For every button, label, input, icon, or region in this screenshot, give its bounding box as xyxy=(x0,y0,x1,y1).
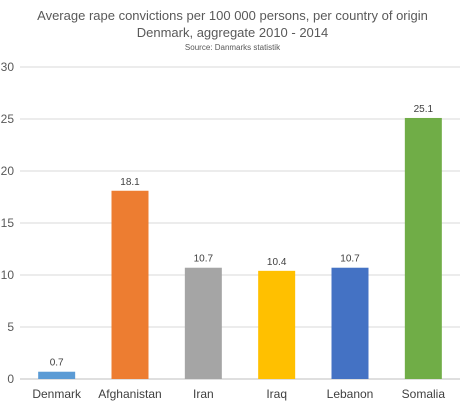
y-tick-label: 5 xyxy=(7,320,14,334)
data-label-somalia: 25.1 xyxy=(414,104,434,115)
y-tick-label: 25 xyxy=(1,112,15,126)
chart-subtitle: Denmark, aggregate 2010 - 2014 xyxy=(136,25,329,40)
category-label-afghanistan: Afghanistan xyxy=(98,387,161,401)
data-label-lebanon: 10.7 xyxy=(340,254,360,265)
bar-lebanon xyxy=(331,267,369,379)
bar-somalia xyxy=(404,117,442,380)
bar-denmark xyxy=(38,371,76,379)
chart-title: Average rape convictions per 100 000 per… xyxy=(37,8,428,23)
data-label-iran: 10.7 xyxy=(194,254,214,265)
category-label-lebanon: Lebanon xyxy=(327,387,374,401)
category-label-somalia: Somalia xyxy=(402,387,446,401)
data-label-iraq: 10.4 xyxy=(267,257,287,268)
bar-iran xyxy=(184,267,222,379)
chart-source: Source: Danmarks statistik xyxy=(184,43,281,52)
category-label-iran: Iran xyxy=(193,387,214,401)
y-tick-label: 0 xyxy=(7,372,14,386)
category-label-denmark: Denmark xyxy=(32,387,82,401)
data-label-afghanistan: 18.1 xyxy=(120,177,140,188)
data-label-denmark: 0.7 xyxy=(50,358,64,369)
bar-afghanistan xyxy=(111,190,149,379)
y-tick-label: 20 xyxy=(1,164,15,178)
category-label-iraq: Iraq xyxy=(266,387,287,401)
bar-iraq xyxy=(258,270,296,379)
y-tick-label: 30 xyxy=(1,60,15,74)
y-tick-label: 15 xyxy=(1,216,15,230)
y-tick-label: 10 xyxy=(1,268,15,282)
